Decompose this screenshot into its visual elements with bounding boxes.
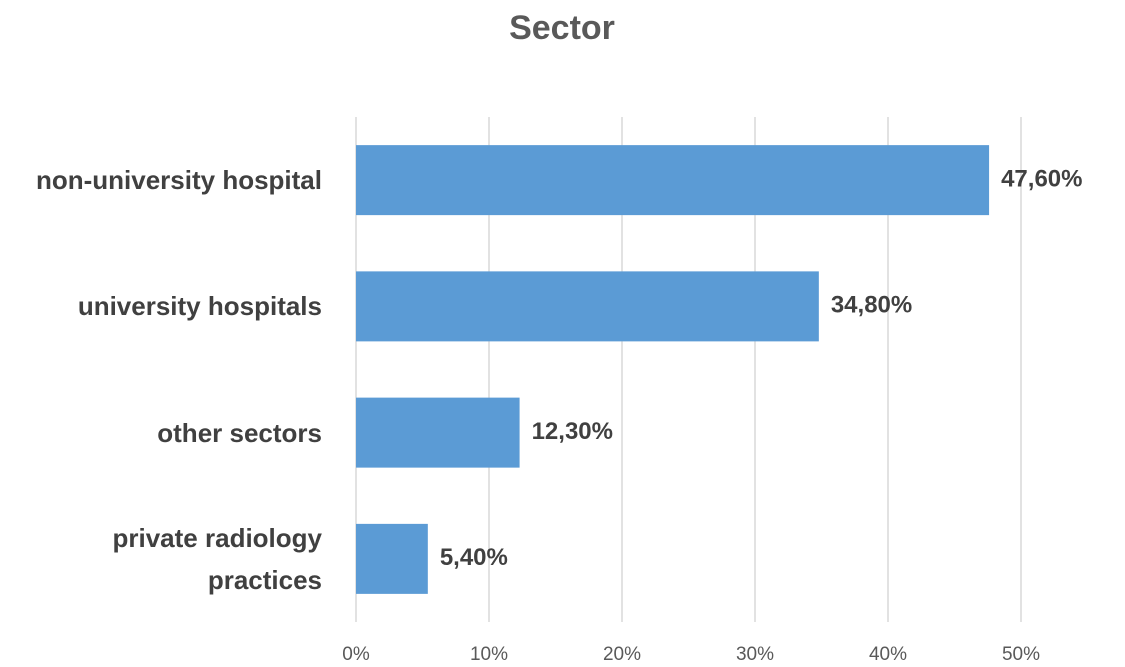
x-tick-label: 10% (470, 644, 508, 665)
y-tick-label: private radiology practices (112, 522, 323, 595)
bar (356, 397, 520, 468)
y-tick-label: non-university hospital (35, 165, 322, 196)
data-label: 12,30% (532, 418, 613, 445)
x-tick-label: 20% (603, 644, 641, 665)
data-label: 47,60% (1001, 165, 1082, 192)
y-tick-label: other sectors (157, 417, 322, 448)
x-tick-label: 50% (1002, 644, 1040, 665)
bar (356, 145, 990, 216)
chart-title: Sector (509, 9, 615, 47)
x-tick-label: 0% (342, 644, 370, 665)
data-label: 5,40% (440, 544, 508, 571)
x-tick-label: 30% (736, 644, 774, 665)
y-tick-label: university hospitals (77, 291, 322, 322)
x-tick-label: 40% (869, 644, 907, 665)
bar (356, 271, 819, 342)
bar (356, 523, 428, 594)
data-label: 34,80% (831, 292, 912, 319)
